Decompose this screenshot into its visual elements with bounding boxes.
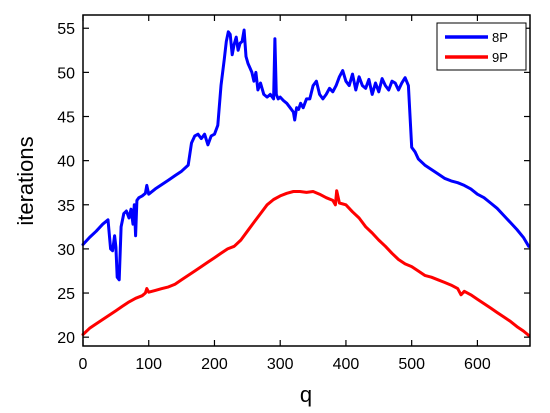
legend-label-9p: 9P: [492, 50, 508, 65]
axis-ticks: 0 100 200 300 400 500 600 20 25 30 35 40 45 50 55: [57, 15, 530, 373]
x-axis-title: q: [300, 382, 312, 407]
y-tick-label: 20: [57, 330, 75, 347]
legend-label-8p: 8P: [492, 30, 508, 45]
y-axis-title: iterations: [13, 136, 38, 225]
y-tick-label: 25: [57, 286, 75, 303]
x-tick-label: 200: [201, 356, 228, 373]
y-tick-label: 45: [57, 110, 75, 127]
series-layer: [81, 28, 531, 337]
plot-frame: [82, 14, 531, 347]
y-tick-label: 40: [57, 154, 75, 171]
x-tick-label: 0: [79, 356, 88, 373]
y-tick-label: 55: [57, 21, 75, 38]
x-tick-label: 400: [333, 356, 360, 373]
x-tick-label: 600: [464, 356, 491, 373]
legend-box: [436, 22, 527, 71]
series-line-8p: [81, 28, 531, 282]
x-tick-label: 500: [398, 356, 425, 373]
y-tick-label: 50: [57, 65, 75, 82]
x-tick-label: 100: [135, 356, 162, 373]
legend: 8P 9P: [436, 22, 527, 71]
y-tick-label: 30: [57, 242, 75, 259]
y-tick-label: 35: [57, 198, 75, 215]
x-tick-label: 300: [267, 356, 294, 373]
series-line-9p: [81, 189, 531, 337]
